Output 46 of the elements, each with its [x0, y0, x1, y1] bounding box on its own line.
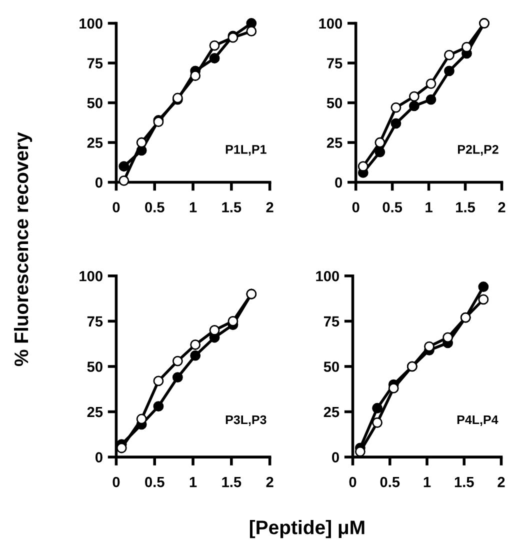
x-axis-title: [Peptide] μM — [250, 520, 364, 538]
annotation: P2L,P2 — [458, 144, 498, 156]
y-tick-label: 50 — [324, 362, 339, 372]
y-axis-title: % Fluorescence recovery — [14, 132, 32, 366]
y-tick-label: 100 — [319, 18, 342, 29]
x-tick-label: 1.5 — [456, 202, 476, 212]
x-tick-label: 0 — [112, 202, 120, 212]
x-tick-label: 1.5 — [222, 202, 242, 212]
y-tick-label: 25 — [87, 406, 103, 418]
y-tick-label: 100 — [80, 270, 102, 282]
x-tick-label: 0.5 — [145, 202, 164, 212]
x-tick-label: 1.5 — [222, 477, 242, 488]
x-tick-label: 0.5 — [382, 202, 402, 212]
x-tick-label: 2 — [266, 476, 274, 488]
y-tick-label: 25 — [87, 138, 103, 148]
y-tick-label: 75 — [324, 316, 340, 327]
y-tick-label: 100 — [80, 18, 102, 29]
x-tick-label: 1 — [190, 202, 197, 212]
x-tick-label: 0.5 — [145, 476, 164, 488]
y-tick-label: 50 — [326, 98, 342, 108]
x-tick-label: 0 — [349, 476, 356, 488]
annotation: P3L,P3 — [226, 415, 266, 426]
y-tick-label: 75 — [327, 58, 342, 68]
x-tick-label: 1 — [426, 202, 432, 212]
annotation: P1L,P1 — [226, 145, 266, 156]
x-tick-label: 0.5 — [380, 476, 400, 488]
y-tick-label: 50 — [87, 98, 102, 108]
y-tick-label: 100 — [316, 270, 339, 282]
y-tick-label: 25 — [326, 138, 342, 148]
x-tick-label: 1.5 — [454, 477, 474, 488]
y-tick-label: 75 — [87, 58, 103, 68]
x-tick-label: 1 — [424, 477, 431, 488]
x-tick-label: 2 — [266, 202, 274, 212]
y-tick-label: 0 — [95, 452, 102, 462]
x-tick-label: 2 — [498, 202, 506, 212]
y-tick-label: 0 — [335, 177, 342, 188]
y-tick-label: 50 — [87, 362, 102, 372]
x-tick-label: 0 — [352, 202, 360, 212]
annotation: P4L,P4 — [457, 415, 498, 426]
y-tick-label: 0 — [332, 452, 339, 462]
x-tick-label: 1 — [190, 477, 197, 488]
y-tick-label: 0 — [95, 177, 102, 188]
y-tick-label: 75 — [87, 316, 103, 327]
y-tick-label: 25 — [324, 406, 340, 418]
x-tick-label: 2 — [498, 476, 505, 488]
x-tick-label: 0 — [112, 476, 120, 488]
